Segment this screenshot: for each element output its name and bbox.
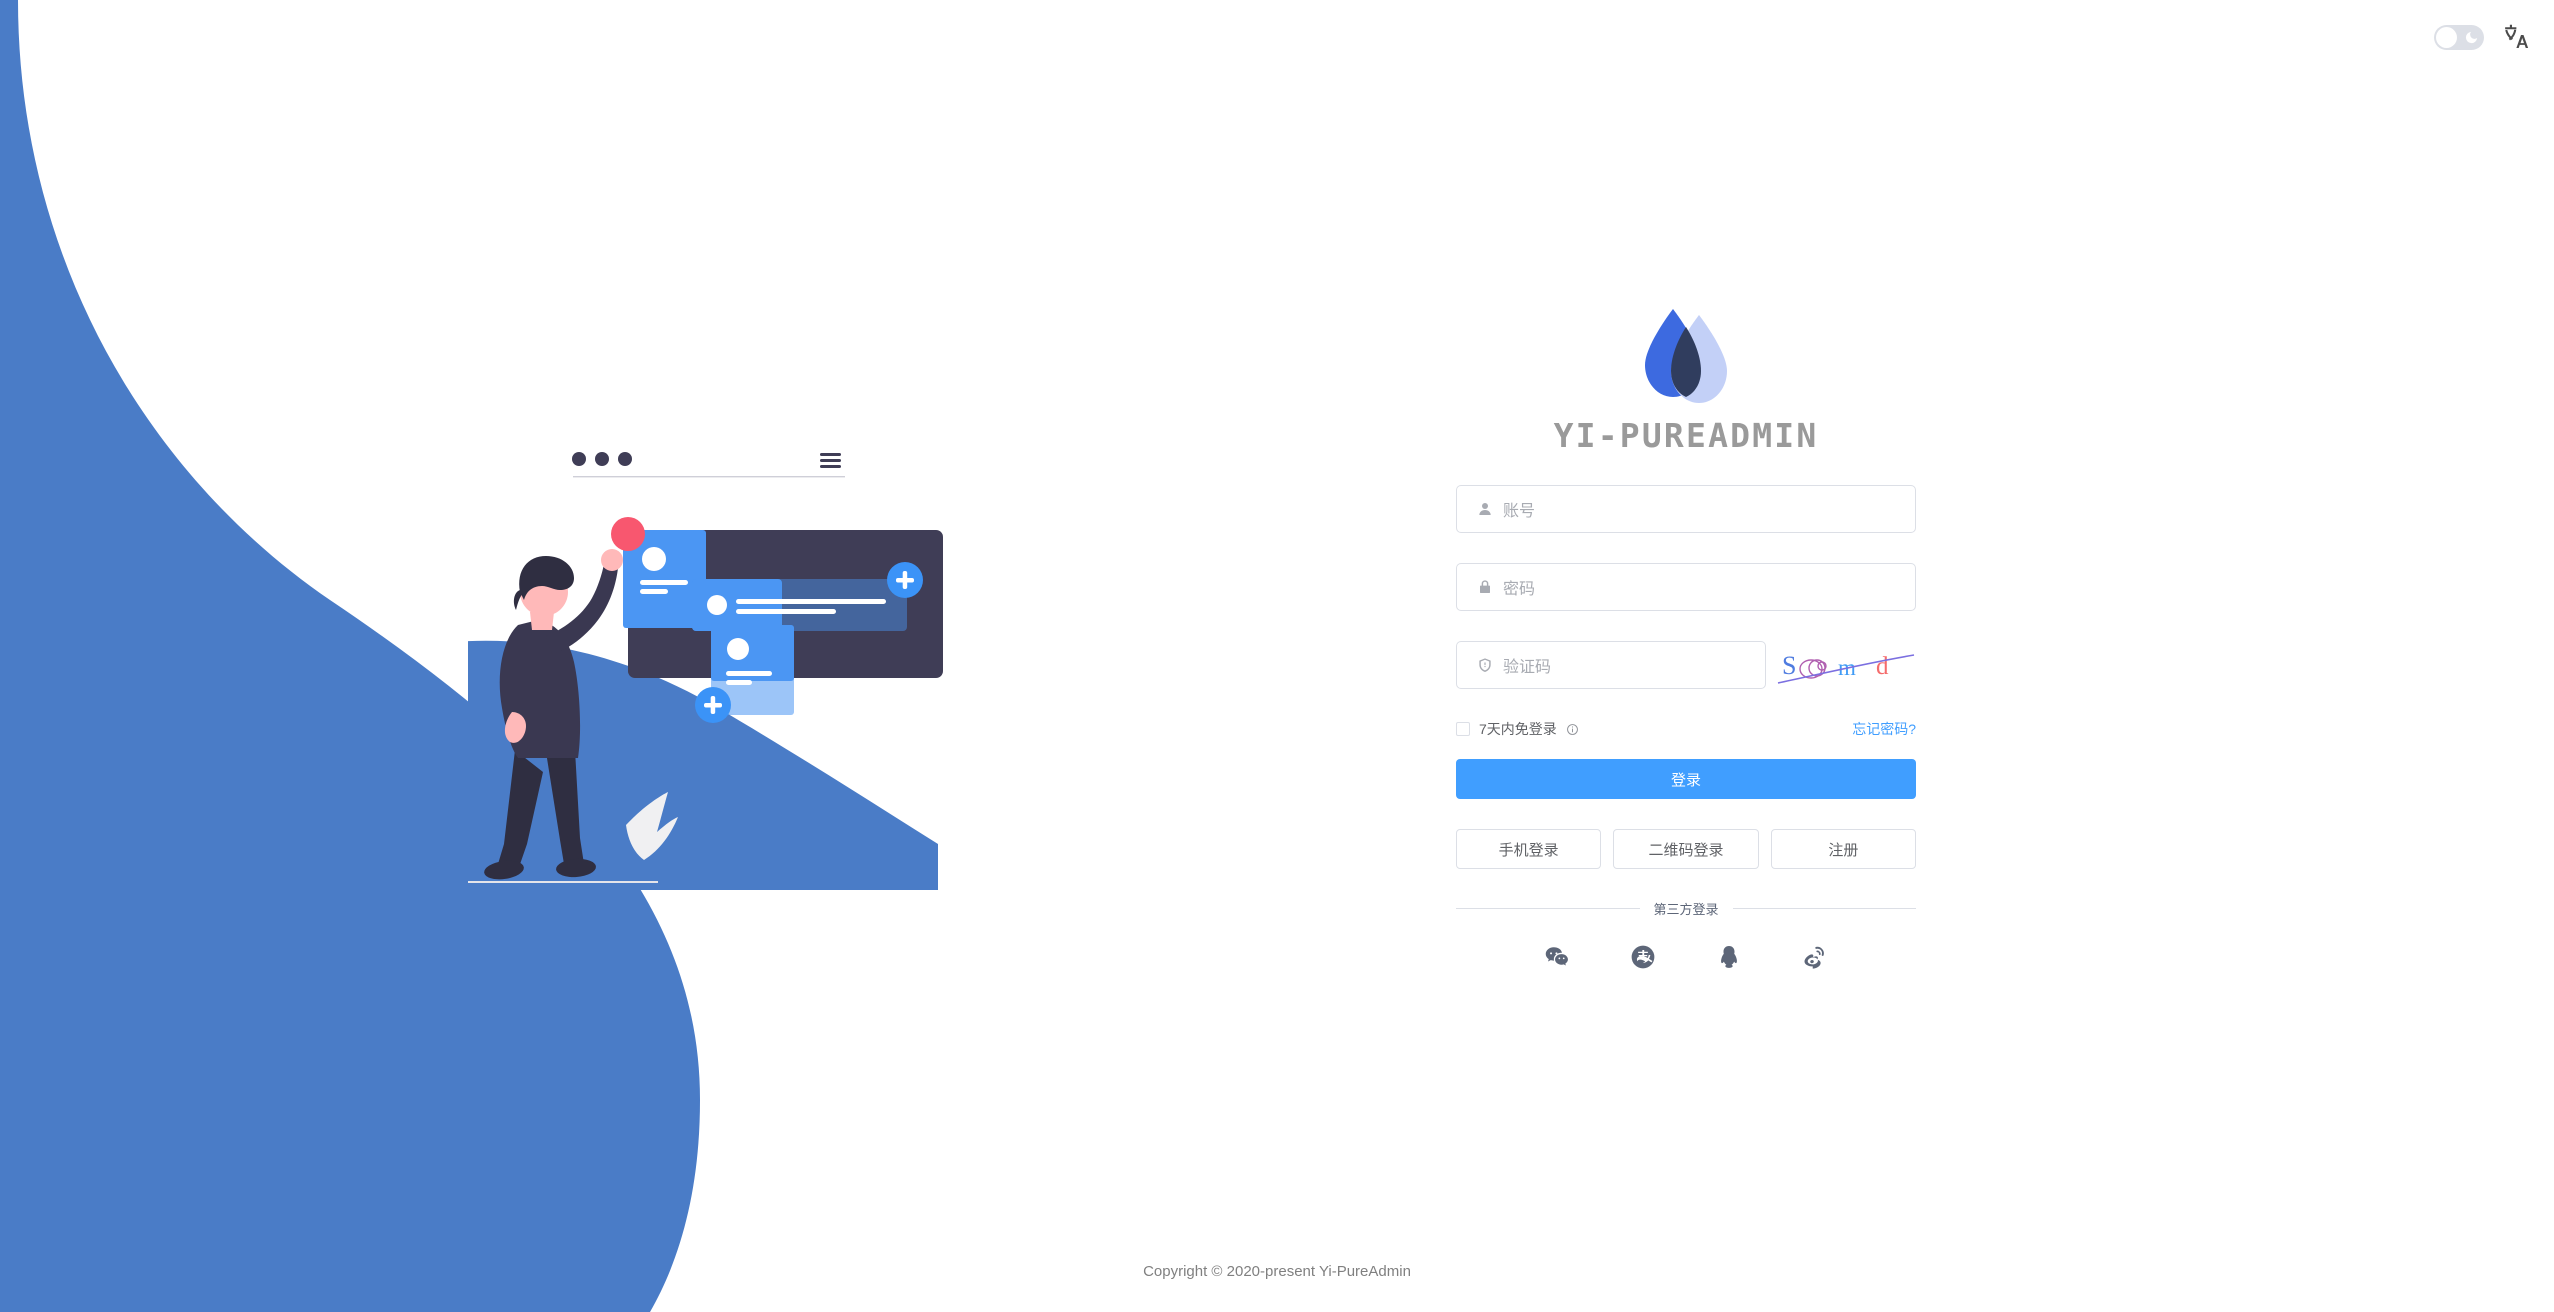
language-icon[interactable] <box>2502 22 2532 52</box>
phone-login-button[interactable]: 手机登录 <box>1456 829 1602 869</box>
captcha-image[interactable]: S m d <box>1776 641 1916 689</box>
captcha-placeholder: 验证码 <box>1503 659 1552 676</box>
login-panel: YI-PUREADMIN 账号 密码 验证码 S <box>1456 300 1917 970</box>
alipay-icon[interactable] <box>1630 944 1656 970</box>
accent-dot <box>611 517 645 551</box>
qrcode-login-button[interactable]: 二维码登录 <box>1613 829 1759 869</box>
captcha-field[interactable]: 验证码 <box>1456 641 1766 689</box>
svg-text:S: S <box>1782 651 1796 680</box>
divider-line-right <box>1732 908 1917 909</box>
logo-wrap <box>1456 300 1916 410</box>
options-row: 7天内免登录 忘记密码? <box>1456 719 1916 739</box>
register-button[interactable]: 注册 <box>1770 829 1916 869</box>
checkbox-box[interactable] <box>1456 722 1470 736</box>
shield-icon <box>1479 658 1491 672</box>
username-placeholder: 账号 <box>1503 503 1536 520</box>
browser-header <box>572 452 845 478</box>
toggle-knob <box>2436 26 2457 48</box>
third-party-divider: 第三方登录 <box>1456 899 1917 918</box>
username-field[interactable]: 账号 <box>1456 485 1916 533</box>
top-controls <box>2434 22 2532 52</box>
weibo-icon[interactable] <box>1802 944 1828 970</box>
card-bottom <box>711 625 794 681</box>
wechat-icon[interactable] <box>1544 944 1570 970</box>
forgot-password-link[interactable]: 忘记密码? <box>1852 721 1916 737</box>
password-placeholder: 密码 <box>1503 581 1536 598</box>
svg-text:d: d <box>1876 653 1889 680</box>
alt-login-buttons: 手机登录 二维码登录 注册 <box>1456 829 1916 869</box>
footer-copyright: Copyright © 2020-present Yi-PureAdmin <box>1143 1263 1411 1280</box>
divider-line-left <box>1456 908 1640 909</box>
remember-label: 7天内免登录 <box>1479 721 1557 737</box>
remember-checkbox[interactable]: 7天内免登录 <box>1456 719 1579 739</box>
social-login-row <box>1456 944 1916 970</box>
qq-icon[interactable] <box>1716 944 1742 970</box>
login-button[interactable]: 登录 <box>1456 759 1916 799</box>
water-drop-logo-icon <box>1645 309 1727 403</box>
login-illustration <box>468 452 943 890</box>
info-circle-icon[interactable] <box>1566 723 1579 736</box>
card-right <box>692 579 782 631</box>
password-field[interactable]: 密码 <box>1456 563 1916 611</box>
lock-icon <box>1480 580 1490 593</box>
user-icon <box>1479 503 1491 515</box>
page-title: YI-PUREADMIN <box>1553 416 1819 455</box>
ground-line <box>468 881 658 883</box>
moon-icon <box>2465 31 2478 43</box>
third-party-label: 第三方登录 <box>1653 902 1719 917</box>
dark-mode-toggle[interactable] <box>2434 24 2484 50</box>
captcha-row: 验证码 S m d <box>1456 641 1916 689</box>
